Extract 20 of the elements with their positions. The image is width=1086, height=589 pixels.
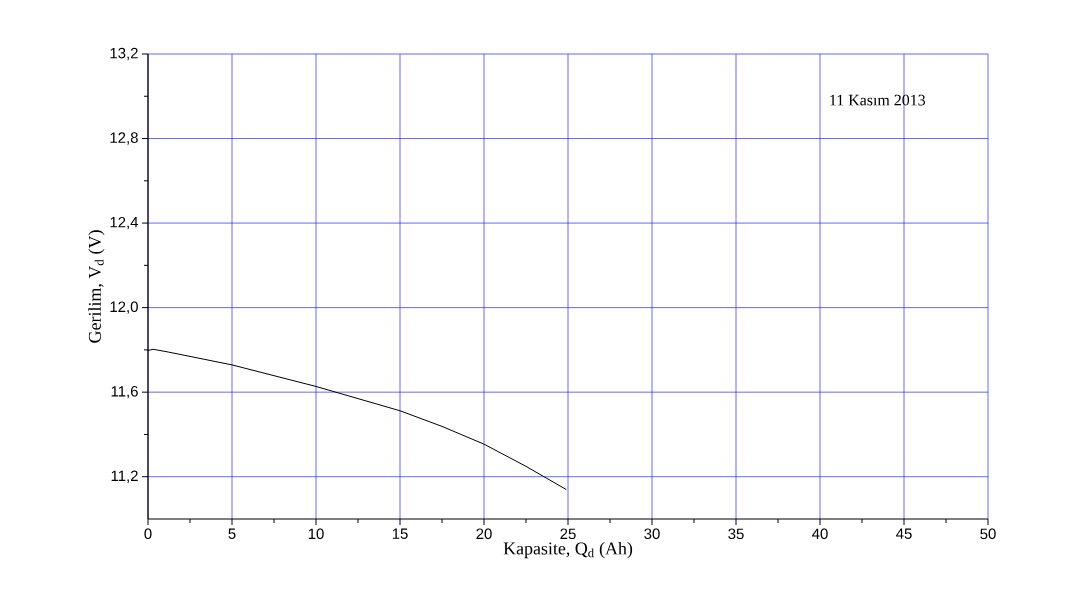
x-tick-label: 20 [476,528,492,540]
y-tick-label: 12,8 [110,132,138,145]
x-tick-label: 5 [228,528,236,539]
y-tick-label: 12,0 [110,301,138,314]
x-tick-label: 25 [560,528,576,540]
annotation: 11 Kasım 2013 [830,94,926,106]
x-tick-label: 40 [812,528,828,540]
y-tick-label: 12,4 [110,216,139,230]
y-tick-label: 11,2 [111,470,138,483]
y-axis-title: Gerilim, V$_{d}$ (V) [88,230,105,343]
x-axis-title: Kapasite, Q$_{d}$ (Ah) [503,541,633,559]
x-tick-label: 15 [392,528,408,539]
x-tick-label: 35 [728,528,744,540]
x-tick-label: 45 [896,528,912,539]
x-tick-label: 30 [644,528,660,540]
y-tick-label: 13,2 [110,47,138,61]
x-tick-label: 50 [980,528,996,540]
x-tick-label: 10 [308,528,324,540]
x-tick-label: 0 [144,528,152,540]
y-tick-label: 11,6 [111,385,138,399]
